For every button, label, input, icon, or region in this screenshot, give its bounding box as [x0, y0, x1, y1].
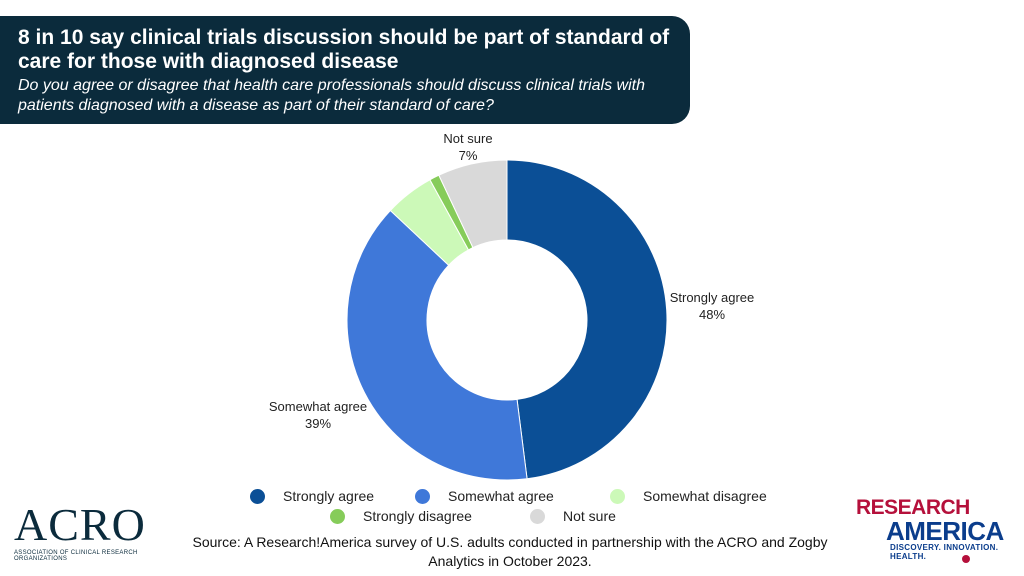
ra-logo-line1: RESEARCH [856, 496, 970, 519]
chart-legend: Strongly agree Somewhat agree Somewhat dis… [240, 486, 800, 530]
slice-label-value: 7% [459, 148, 478, 163]
acro-logo-mark: ACRO [14, 499, 146, 550]
legend-label: Strongly agree [283, 488, 375, 504]
legend-item-not-sure: Not sure [530, 508, 616, 524]
legend-item-strongly-agree: Strongly agree [250, 488, 374, 504]
acro-logo-subtitle: ASSOCIATION OF CLINICAL RESEARCH ORGANIZ… [14, 550, 138, 562]
legend-label: Somewhat disagree [643, 488, 767, 504]
header-banner: 8 in 10 say clinical trials discussion s… [0, 16, 690, 124]
source-note: Source: A Research!America survey of U.S… [192, 534, 828, 569]
legend-label: Not sure [563, 508, 616, 524]
ra-logo-dot [962, 555, 970, 563]
legend-swatch [610, 488, 625, 504]
legend-swatch [330, 508, 345, 524]
slice-label-name: Not sure [443, 131, 492, 146]
donut-slice-strongly-agree [506, 159, 668, 480]
ra-logo-tagline: DISCOVERY. INNOVATION. HEALTH. [890, 543, 999, 561]
legend-label: Strongly disagree [363, 508, 472, 524]
acro-logo: ACRO ASSOCIATION OF CLINICAL RESEARCH OR… [14, 499, 184, 563]
legend-swatch [415, 488, 430, 504]
slice-label-name: Strongly agree [670, 290, 755, 305]
legend-item-somewhat-disagree: Somewhat disagree [610, 488, 767, 504]
chart-subtitle: Do you agree or disagree that health car… [18, 77, 645, 114]
legend-label: Somewhat agree [448, 488, 554, 504]
ra-logo-line2: AMERICA [886, 516, 1004, 546]
slice-label-value: 48% [699, 307, 725, 322]
legend-swatch [530, 508, 545, 524]
research-america-logo: RESEARCH AMERICA DISCOVERY. INNOVATION. … [856, 497, 1016, 563]
slice-label-name: Somewhat agree [269, 399, 367, 414]
chart-title: 8 in 10 say clinical trials discussion s… [18, 26, 670, 73]
legend-item-strongly-disagree: Strongly disagree [330, 508, 472, 524]
slice-label-value: 39% [305, 416, 331, 431]
donut-slice-somewhat-agree [346, 209, 528, 481]
donut-slice-not-sure [438, 159, 508, 249]
legend-swatch [250, 488, 265, 504]
legend-item-somewhat-agree: Somewhat agree [415, 488, 554, 504]
